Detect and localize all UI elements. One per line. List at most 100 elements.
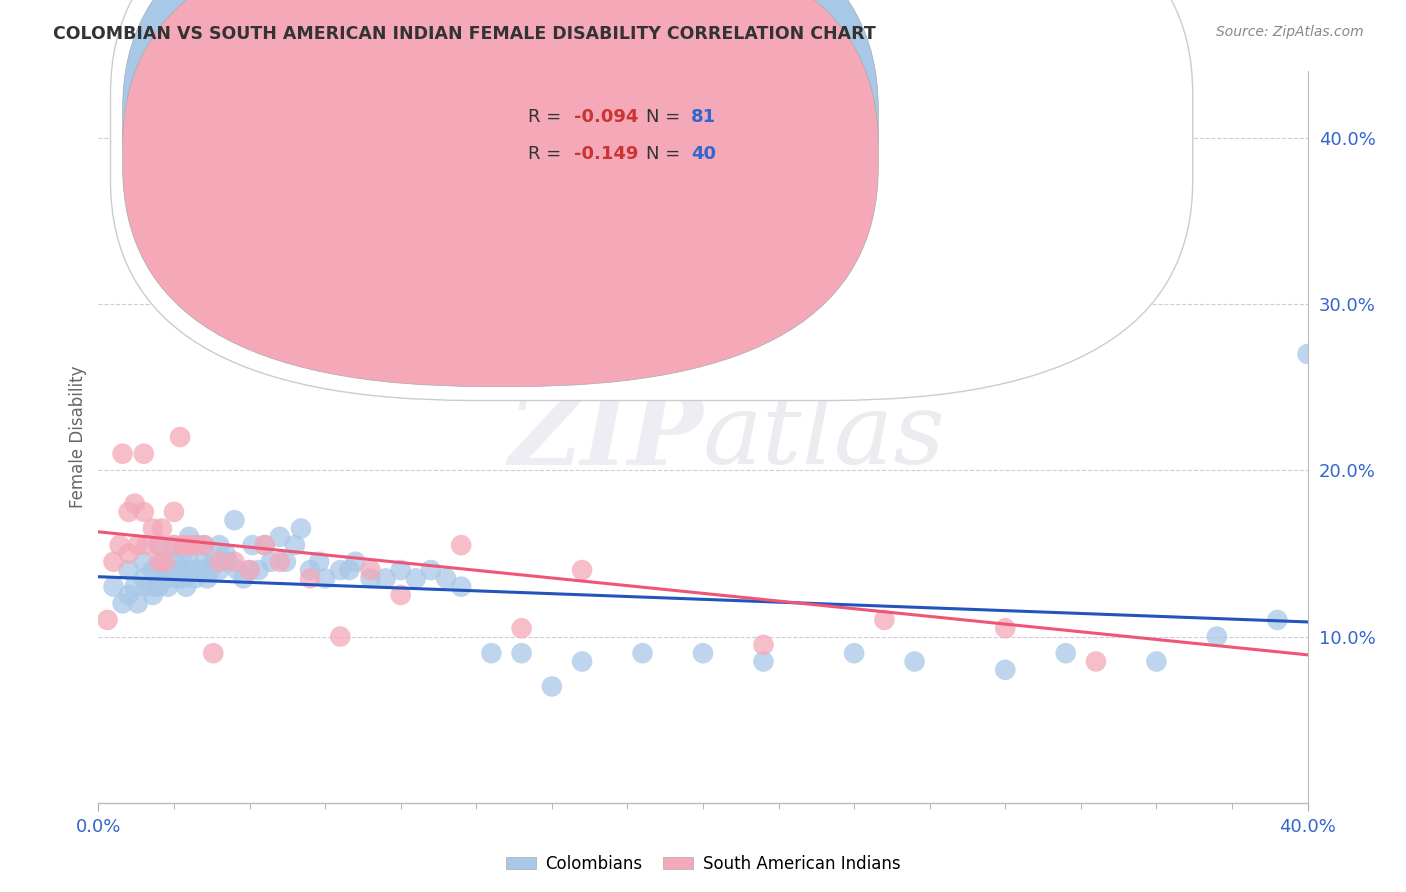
Point bbox=[150, 555, 173, 569]
Point bbox=[103, 555, 125, 569]
Point bbox=[239, 563, 262, 577]
Point bbox=[994, 663, 1017, 677]
Text: 81: 81 bbox=[690, 109, 716, 127]
Point bbox=[127, 538, 149, 552]
Point bbox=[195, 571, 218, 585]
Point bbox=[132, 571, 155, 585]
Point bbox=[253, 538, 276, 552]
Point bbox=[174, 580, 197, 594]
Text: ZIP: ZIP bbox=[508, 389, 703, 485]
Point bbox=[179, 555, 201, 569]
Point bbox=[184, 571, 207, 585]
Point bbox=[118, 505, 141, 519]
Point bbox=[450, 538, 472, 552]
Point bbox=[193, 555, 215, 569]
Point bbox=[253, 538, 276, 552]
Point bbox=[142, 521, 165, 535]
Point bbox=[308, 555, 330, 569]
Point bbox=[284, 538, 307, 552]
Point bbox=[166, 571, 188, 585]
Point bbox=[752, 638, 775, 652]
Text: -0.149: -0.149 bbox=[574, 145, 638, 163]
Point bbox=[200, 563, 222, 577]
Point bbox=[226, 563, 249, 577]
Text: -0.094: -0.094 bbox=[574, 109, 638, 127]
Text: N =: N = bbox=[647, 145, 686, 163]
Point bbox=[142, 588, 165, 602]
Point bbox=[232, 571, 254, 585]
Point bbox=[163, 505, 186, 519]
Point bbox=[153, 555, 176, 569]
Point bbox=[169, 563, 191, 577]
Point bbox=[145, 580, 167, 594]
Point bbox=[314, 571, 336, 585]
Point bbox=[148, 563, 170, 577]
Point bbox=[389, 563, 412, 577]
FancyBboxPatch shape bbox=[122, 0, 879, 350]
Point bbox=[224, 513, 246, 527]
Point bbox=[172, 538, 194, 552]
Point bbox=[434, 571, 457, 585]
Point bbox=[184, 538, 207, 552]
Text: R =: R = bbox=[527, 109, 567, 127]
Text: atlas: atlas bbox=[703, 390, 946, 484]
Point bbox=[481, 646, 503, 660]
Point bbox=[108, 538, 131, 552]
Point bbox=[150, 521, 173, 535]
Point bbox=[124, 580, 146, 594]
Point bbox=[190, 563, 212, 577]
Point bbox=[450, 580, 472, 594]
Point bbox=[142, 563, 165, 577]
Point bbox=[208, 538, 231, 552]
Point bbox=[329, 563, 352, 577]
Point bbox=[510, 646, 533, 660]
Point bbox=[1267, 613, 1289, 627]
Point bbox=[389, 588, 412, 602]
Point bbox=[160, 563, 183, 577]
FancyBboxPatch shape bbox=[122, 0, 879, 386]
Point bbox=[337, 563, 360, 577]
Point bbox=[540, 680, 562, 694]
Point bbox=[118, 546, 141, 560]
Point bbox=[290, 521, 312, 535]
Point bbox=[1206, 630, 1229, 644]
Point bbox=[202, 646, 225, 660]
FancyBboxPatch shape bbox=[111, 0, 1192, 401]
Point bbox=[127, 596, 149, 610]
Point bbox=[103, 580, 125, 594]
Point bbox=[163, 538, 186, 552]
Point bbox=[239, 563, 262, 577]
Point bbox=[118, 563, 141, 577]
Point bbox=[202, 555, 225, 569]
Point bbox=[420, 563, 443, 577]
Point bbox=[217, 555, 239, 569]
Point bbox=[260, 555, 283, 569]
Point bbox=[1085, 655, 1108, 669]
Point bbox=[124, 497, 146, 511]
Point bbox=[156, 580, 179, 594]
Point bbox=[360, 563, 382, 577]
Point bbox=[172, 546, 194, 560]
Point bbox=[153, 571, 176, 585]
Point bbox=[179, 538, 201, 552]
Point bbox=[274, 555, 297, 569]
Text: R =: R = bbox=[527, 145, 567, 163]
Y-axis label: Female Disability: Female Disability bbox=[69, 366, 87, 508]
Point bbox=[187, 538, 209, 552]
Point bbox=[873, 613, 896, 627]
Point bbox=[571, 655, 593, 669]
Point bbox=[172, 571, 194, 585]
Point bbox=[224, 555, 246, 569]
Point bbox=[904, 655, 927, 669]
Point bbox=[269, 530, 291, 544]
Point bbox=[1054, 646, 1077, 660]
Point bbox=[132, 555, 155, 569]
Point bbox=[148, 538, 170, 552]
Point bbox=[631, 646, 654, 660]
Point bbox=[752, 655, 775, 669]
Point bbox=[111, 596, 134, 610]
Point bbox=[111, 447, 134, 461]
Point bbox=[132, 505, 155, 519]
Point bbox=[148, 580, 170, 594]
Point bbox=[1296, 347, 1319, 361]
